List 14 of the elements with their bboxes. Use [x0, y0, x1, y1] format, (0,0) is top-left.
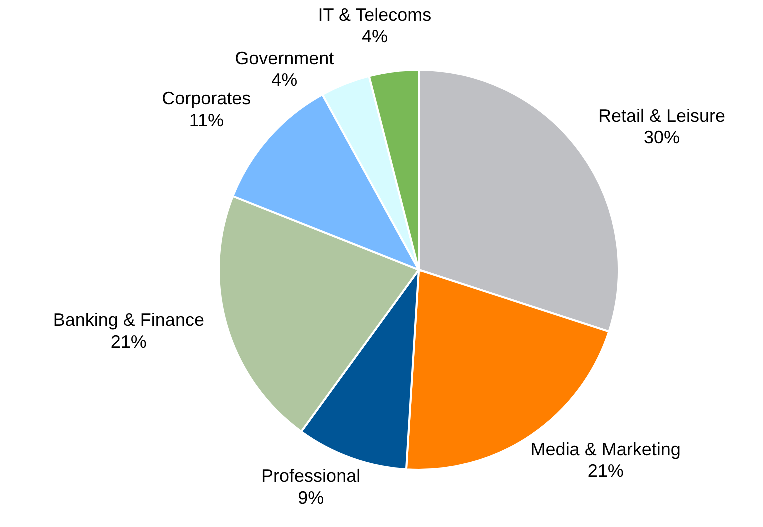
- data-label: 11%: [189, 110, 224, 130]
- slice-label: Media & Marketing: [530, 439, 681, 460]
- data-label: 21%: [110, 332, 147, 352]
- slice-label: Banking & Finance: [53, 310, 204, 330]
- slice-label: Retail & Leisure: [598, 106, 726, 126]
- data-label: 9%: [298, 488, 324, 508]
- data-label: 30%: [644, 128, 680, 148]
- slice-label: Government: [235, 48, 334, 68]
- data-label: 21%: [588, 460, 624, 481]
- slice-label: IT & Telecoms: [318, 4, 432, 25]
- data-label: 4%: [362, 26, 388, 46]
- slice-label: Corporates: [162, 88, 252, 109]
- data-label: 4%: [272, 70, 298, 90]
- slice-label: Professional: [262, 466, 361, 486]
